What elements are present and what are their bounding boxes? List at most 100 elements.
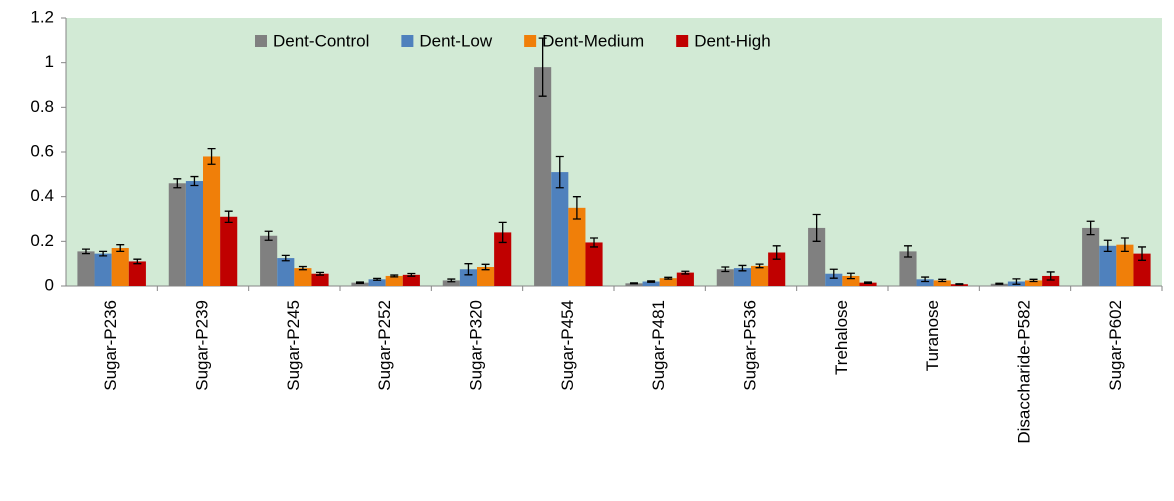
error-bar [681,270,690,275]
error-bar [555,155,564,189]
bar [294,268,312,286]
error-bar [1046,271,1055,281]
bar [642,281,660,286]
bar [477,267,495,286]
x-tick-label: Sugar-P320 [466,300,485,391]
y-tick-label: 0.2 [30,231,54,250]
error-bar [1012,278,1021,285]
x-tick-label: Turanose [923,300,942,371]
error-bar [812,213,821,242]
error-bar [464,263,473,276]
bar [1133,253,1151,286]
error-bar [938,278,947,283]
legend-swatch [255,35,267,47]
error-bar [721,266,730,273]
legend-swatch [676,35,689,47]
error-bar [1086,220,1095,236]
y-tick-label: 0.6 [30,141,54,160]
bar [442,280,460,286]
bar [385,275,403,286]
bar [990,283,1008,286]
y-tick-label: 0.4 [30,186,54,205]
x-tick-label: Sugar-P481 [649,300,668,391]
x-tick-label: Sugar-P252 [375,300,394,391]
error-bar [498,221,507,244]
bar [1025,280,1043,286]
bar [808,227,826,286]
error-bar [173,178,182,189]
error-bar [1029,278,1038,283]
bar [933,280,951,286]
bar [168,183,186,286]
error-bar [190,175,199,187]
bar [551,172,569,286]
bar [1082,227,1100,286]
y-tick-label: 0.8 [30,97,54,116]
y-tick-label: 1.2 [30,7,54,26]
x-tick-label: Sugar-P236 [101,300,120,391]
bar [625,283,643,286]
y-tick-label: 0 [45,275,54,294]
error-bar [738,264,747,272]
bar [494,232,512,286]
bar [203,156,221,286]
error-bar [1120,237,1129,253]
legend-label: Dent-High [694,31,771,50]
bar [1042,275,1060,286]
bar [459,269,477,286]
error-bar [316,271,325,276]
legend-swatch [401,35,414,47]
error-bar [207,148,216,165]
bar [94,253,112,286]
x-tick-label: Sugar-P245 [284,300,303,391]
bar [368,279,386,286]
bar [220,216,238,286]
y-tick-label: 1 [45,52,54,71]
bar [402,274,420,286]
bar [768,252,786,286]
error-bar [116,244,125,253]
error-bar [921,276,930,283]
bar [351,282,369,286]
error-bar [390,274,399,278]
x-tick-label: Sugar-P602 [1106,300,1125,391]
error-bar [1103,239,1112,253]
x-tick-label: Sugar-P454 [558,300,577,391]
error-bar [955,283,964,286]
bar [111,248,129,286]
error-bar [864,281,873,284]
error-bar [829,268,838,279]
x-tick-label: Sugar-P536 [740,300,759,391]
error-bar [481,263,490,271]
error-bar [99,250,108,257]
error-bar [772,245,781,260]
legend-swatch [524,35,537,47]
bar [311,273,329,286]
error-bar [298,265,307,271]
bar [676,272,694,286]
error-bar [647,280,656,283]
error-bar [538,37,547,97]
bar [659,278,677,286]
legend-label: Dent-Low [419,31,492,50]
error-bar [590,237,599,248]
bar [716,269,734,286]
bar [77,251,95,286]
error-bar [281,254,290,262]
bar [899,251,917,286]
error-bar [81,248,90,255]
x-tick-label: Sugar-P239 [192,300,211,391]
bar [859,282,877,286]
error-bar [629,282,638,285]
error-bar [133,258,142,265]
bar [534,67,552,286]
bar [733,268,751,286]
bar [916,279,934,286]
bar [1099,245,1117,286]
error-bar [447,278,456,283]
error-bar [846,272,855,280]
bar [260,235,278,286]
bar [277,258,295,286]
bar [1116,244,1134,286]
